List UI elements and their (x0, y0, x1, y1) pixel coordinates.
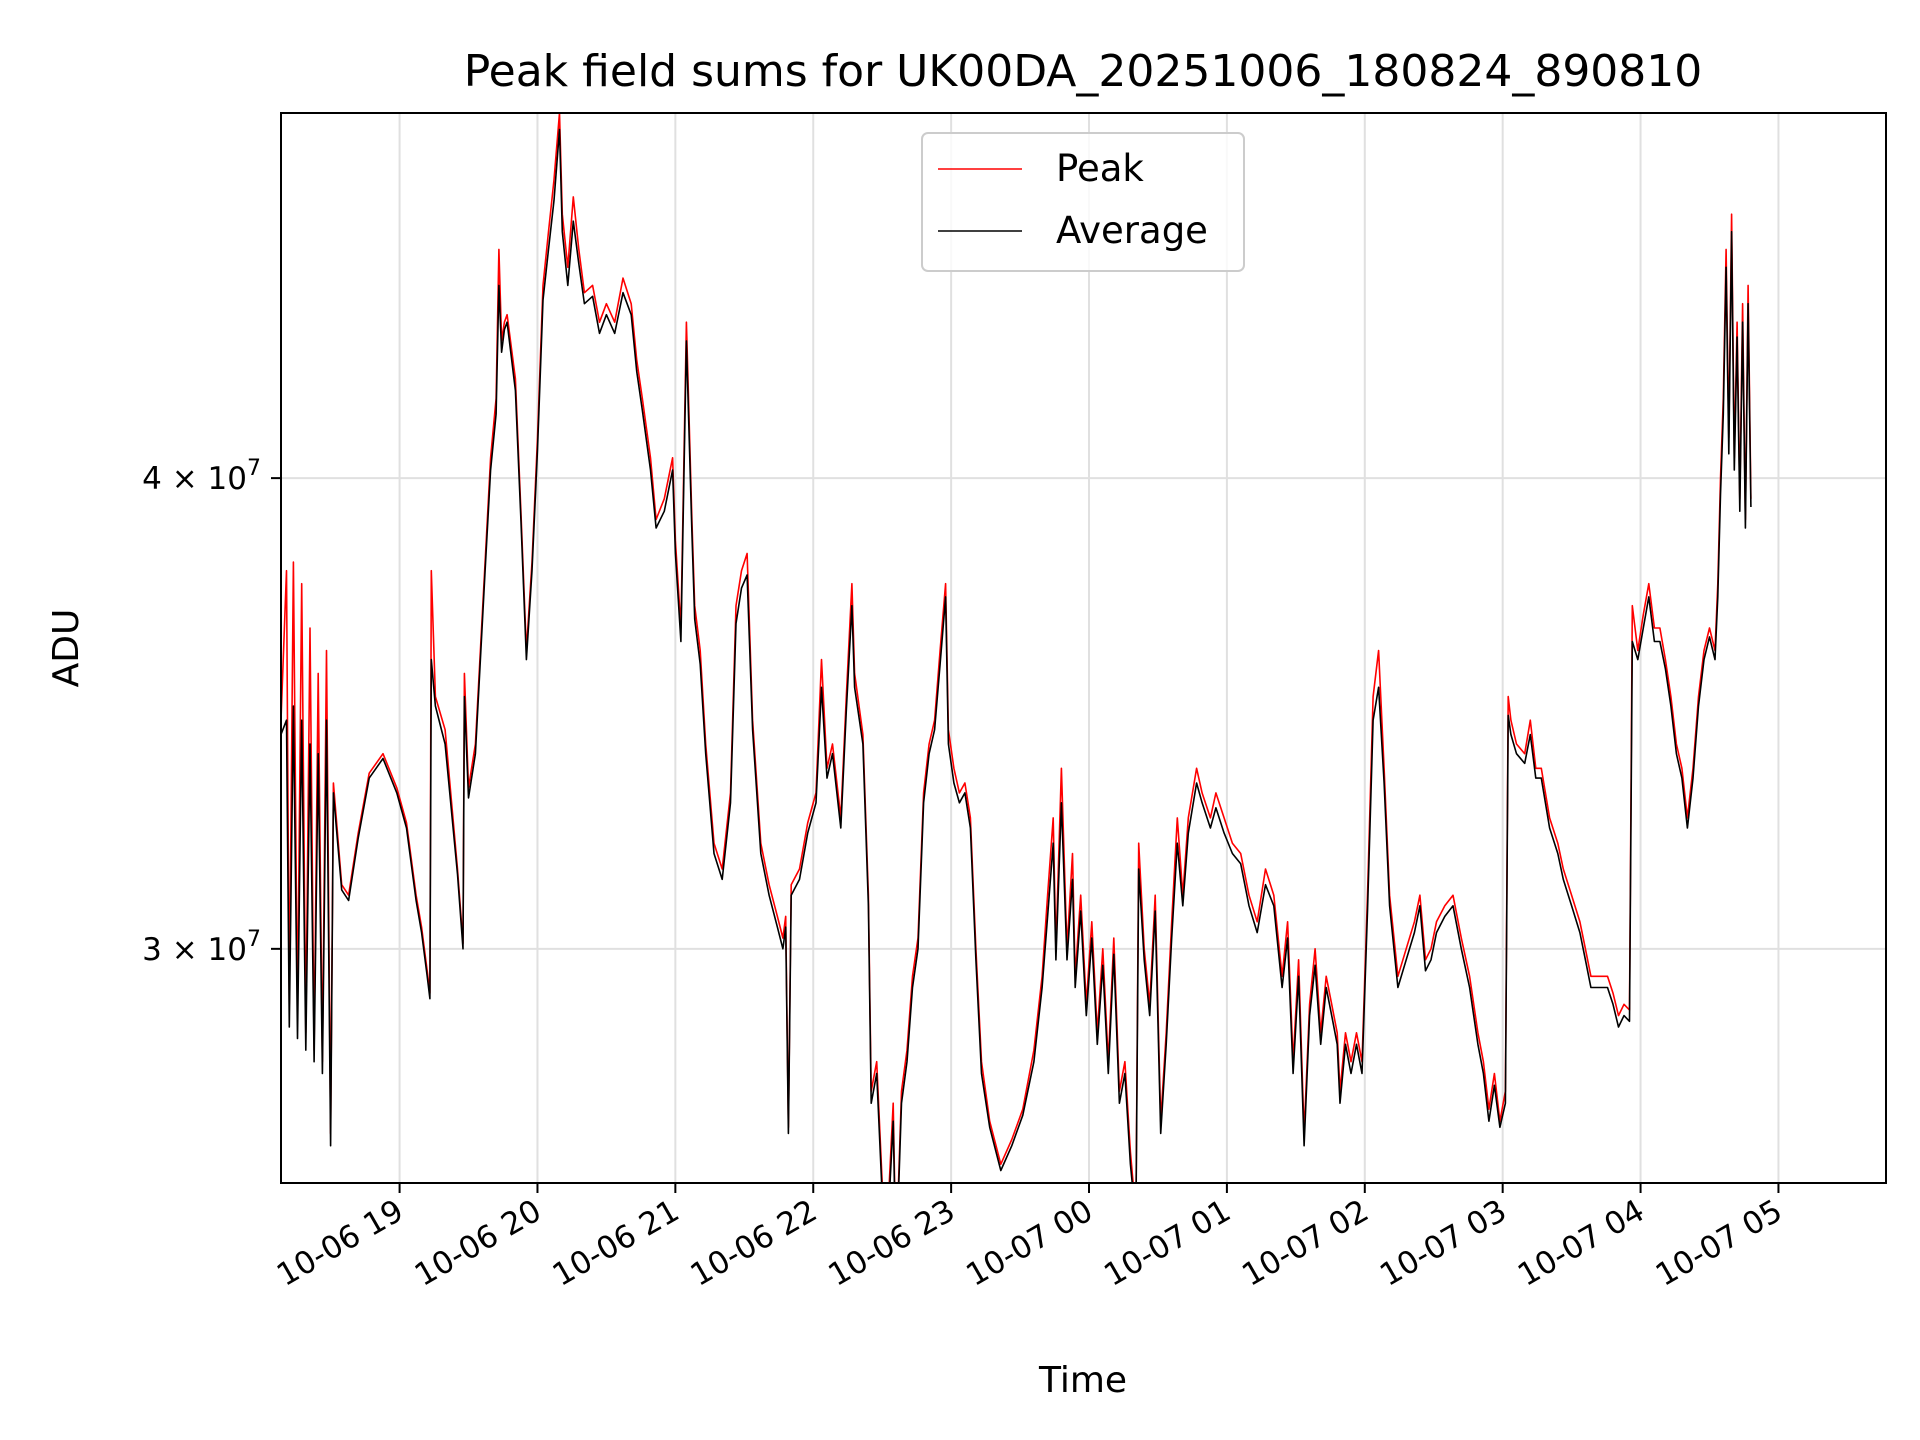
legend-box (921, 132, 1245, 272)
series-line-average (281, 128, 1752, 1183)
chart-title: Peak field sums for UK00DA_20251006_1808… (464, 46, 1703, 97)
legend-label-peak: Peak (1056, 147, 1144, 190)
y-axis-ticks: 3 × 107 4 × 107 (142, 456, 281, 968)
y-axis-label: ADU (46, 609, 87, 688)
y-tick-label: 4 × 107 (142, 456, 261, 497)
plot-area (281, 113, 1752, 1183)
legend-label-average: Average (1056, 209, 1208, 252)
y-tick-label: 3 × 107 (142, 927, 261, 968)
x-axis-label: Time (1038, 1360, 1127, 1401)
plot-frame (280, 112, 1887, 1184)
legend: Peak Average (921, 132, 1245, 272)
series-layer (281, 113, 1752, 1183)
